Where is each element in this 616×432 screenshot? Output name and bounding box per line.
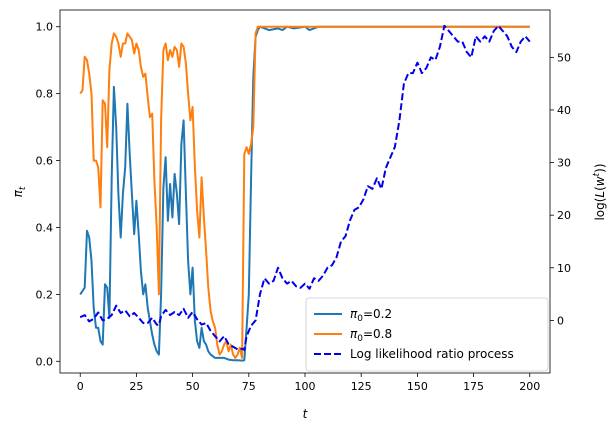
legend-label: Log likelihood ratio process — [350, 347, 514, 361]
legend-label: π0=0.8 — [350, 327, 392, 344]
y-left-tick-label: 0.8 — [36, 88, 54, 101]
x-tick-label: 125 — [351, 380, 372, 393]
y-axis-left: 0.0 0.2 0.4 0.6 0.8 1.0 — [36, 21, 60, 368]
x-tick-label: 0 — [77, 380, 84, 393]
y-axis-left-label: πt — [11, 186, 28, 197]
y-right-tick-label: 30 — [557, 157, 571, 170]
legend-label: π0=0.2 — [350, 307, 392, 324]
y-right-tick-label: 40 — [557, 104, 571, 117]
x-tick-label: 100 — [295, 380, 316, 393]
series-line-1 — [79, 25, 530, 362]
x-tick-label: 75 — [242, 380, 256, 393]
x-tick-label: 200 — [519, 380, 540, 393]
y-axis-right-label: log(L(wt)) — [592, 163, 607, 220]
x-tick-label: 50 — [186, 380, 200, 393]
series-layer — [79, 24, 531, 362]
x-tick-label: 150 — [407, 380, 428, 393]
y-left-tick-label: 0.4 — [36, 221, 54, 234]
y-left-tick-label: 0.0 — [36, 355, 54, 368]
x-tick-label: 175 — [463, 380, 484, 393]
legend: π0=0.2 π0=0.8 Log likelihood ratio process — [305, 297, 549, 372]
y-left-tick-label: 1.0 — [36, 21, 54, 34]
x-axis-label: t — [303, 407, 309, 421]
y-left-tick-label: 0.2 — [36, 288, 54, 301]
y-axis-right: 0 10 20 30 40 50 — [550, 51, 571, 327]
y-right-tick-label: 20 — [557, 209, 571, 222]
y-right-tick-label: 0 — [557, 314, 564, 327]
y-left-tick-label: 0.6 — [36, 155, 54, 168]
series-line-2 — [79, 25, 530, 359]
x-axis: 0 25 50 75 100 125 150 175 200 — [77, 373, 540, 393]
x-tick-label: 25 — [129, 380, 143, 393]
legend-box — [305, 297, 549, 372]
series-line-3 — [79, 24, 531, 351]
y-right-tick-label: 50 — [557, 51, 571, 64]
y-right-tick-label: 10 — [557, 262, 571, 275]
